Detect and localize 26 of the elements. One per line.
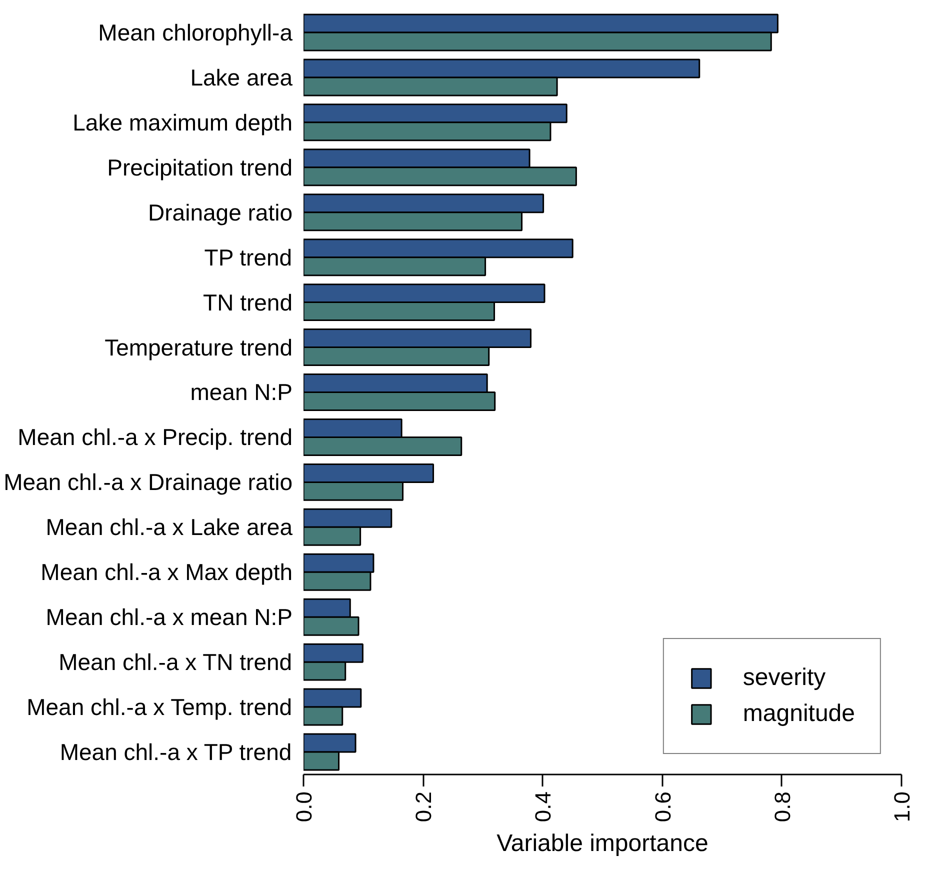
y-tick-label: Lake maximum depth: [72, 109, 293, 136]
legend-label: magnitude: [742, 700, 855, 728]
y-tick-label: Lake area: [190, 64, 293, 90]
y-tick-label: TN trend: [203, 289, 293, 316]
y-tick-label: Drainage ratio: [148, 199, 292, 226]
y-tick-label: Mean chl.-a x mean N:P: [46, 604, 293, 630]
x-tick-label: 0.0: [292, 791, 316, 822]
y-tick-label: Precipitation trend: [107, 154, 293, 180]
y-tick-label: Mean chl.-a x Precip. trend: [18, 424, 292, 450]
y-tick-label: Mean chl.-a x Drainage ratio: [4, 469, 293, 496]
y-tick-label: Mean chl.-a x Lake area: [46, 514, 293, 540]
y-tick-label: TP trend: [204, 244, 292, 270]
x-tick-label: 0.8: [770, 791, 795, 822]
y-tick-label: Mean chlorophyll-a: [98, 19, 293, 46]
x-tick-label: 0.2: [411, 791, 436, 822]
y-tick-label: Mean chl.-a x Temp. trend: [26, 694, 292, 720]
y-tick-label: Mean chl.-a x Max depth: [40, 559, 292, 586]
y-tick-label: Temperature trend: [104, 334, 293, 360]
legend-label: severity: [742, 664, 826, 692]
x-tick-label: 0.4: [530, 791, 556, 822]
y-tick-label: Mean chl.-a x TN trend: [58, 649, 292, 676]
x-tick-label: 0.6: [650, 791, 676, 822]
y-tick-label: Mean chl.-a x TP trend: [60, 739, 292, 766]
x-axis-title: Variable importance: [496, 830, 708, 858]
x-tick-label: 1.0: [890, 791, 914, 822]
y-tick-label: mean N:P: [190, 379, 292, 406]
